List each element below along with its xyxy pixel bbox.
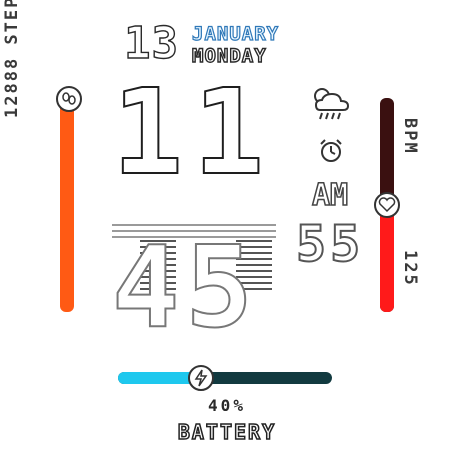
footsteps-icon[interactable]: [56, 86, 82, 112]
heart-rate-label: BPM: [400, 118, 420, 155]
heart-rate-bar-fill: [380, 205, 394, 312]
battery-value: 40%: [208, 396, 246, 415]
steps-progress-bar: [60, 100, 74, 312]
lightning-icon[interactable]: [188, 365, 214, 391]
weather-rain-icon[interactable]: [306, 84, 354, 128]
seconds-display: 55: [295, 215, 365, 273]
hour-display: 11: [111, 62, 282, 294]
minute-stripes: [112, 220, 276, 240]
heart-rate-value: 125: [400, 250, 420, 287]
date-weekday: MONDAY: [191, 45, 267, 67]
alarm-icon[interactable]: [316, 136, 346, 170]
date-day-number: 13: [123, 18, 179, 69]
battery-bar-fill: [118, 372, 204, 384]
hour-digits: 11: [111, 62, 275, 202]
minute-display: 45: [111, 220, 282, 356]
battery-label: BATTERY: [177, 419, 277, 445]
ampm-indicator: AM: [311, 177, 349, 214]
date-month: JANUARY: [191, 23, 280, 45]
minute-digits: 45: [111, 222, 259, 354]
steps-label: 12888 STEPS: [2, 0, 22, 118]
heart-icon[interactable]: [374, 192, 400, 218]
